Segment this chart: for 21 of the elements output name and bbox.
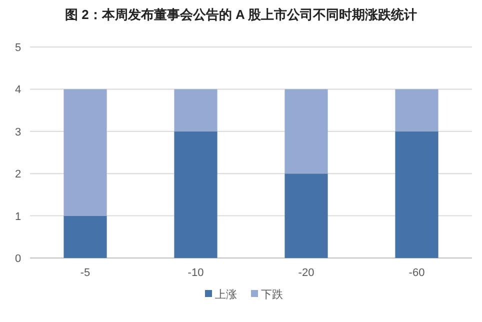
bar (395, 89, 438, 132)
y-tick-label: 0 (14, 253, 22, 265)
y-tick-label: 2 (14, 168, 22, 181)
x-tick-label: -60 (408, 267, 425, 279)
bar (174, 131, 218, 258)
bar (284, 174, 328, 258)
x-tick-label: -5 (80, 267, 90, 279)
x-tick-label: -20 (298, 267, 314, 279)
bar (64, 216, 107, 258)
chart-title: 图 2：本周发布董事会公告的 A 股上市公司不同时期涨跌统计 (65, 7, 417, 22)
y-tick-label: 5 (14, 42, 22, 54)
y-tick-label: 4 (14, 84, 22, 96)
legend-label: 下跌 (261, 289, 283, 301)
bar (284, 89, 328, 174)
legend-label: 上涨 (215, 288, 237, 301)
x-tick-label: -10 (188, 267, 204, 279)
y-tick-label: 3 (14, 126, 22, 138)
bar (64, 89, 107, 216)
y-tick-label: 1 (14, 210, 22, 223)
bar (395, 131, 438, 258)
bar (174, 89, 218, 132)
